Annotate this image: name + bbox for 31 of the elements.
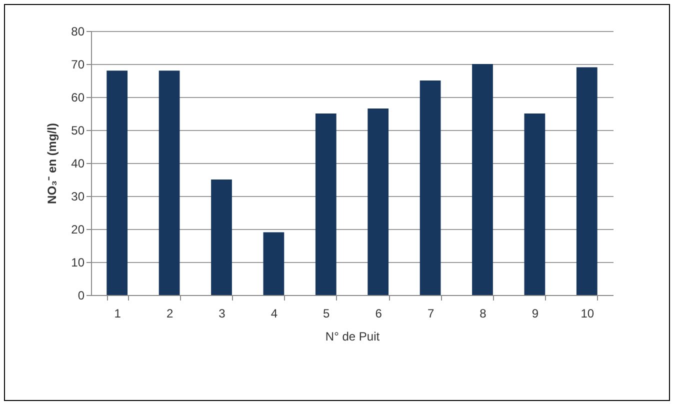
x-axis-title: N° de Puit [325, 330, 380, 344]
y-tick-label: 0 [78, 288, 85, 302]
y-tick-label: 70 [71, 58, 85, 72]
bar [263, 232, 284, 295]
bar [158, 70, 180, 295]
y-tick-label: 60 [71, 90, 85, 104]
x-tick-label: 8 [480, 306, 487, 320]
bar [420, 80, 441, 295]
x-tick-label: 5 [323, 306, 330, 320]
x-tick-label: 1 [114, 306, 122, 320]
x-tick-label: 4 [270, 306, 278, 320]
y-tick-label: 50 [71, 124, 85, 138]
x-tick-label: 10 [580, 306, 594, 320]
x-tick-label: 9 [532, 306, 539, 320]
bar [472, 64, 493, 295]
bar [524, 114, 546, 295]
y-tick-label: 10 [71, 256, 85, 270]
x-tick-label: 7 [427, 306, 434, 320]
bar [576, 67, 598, 295]
bar [211, 180, 232, 295]
x-tick-label: 2 [166, 306, 174, 320]
y-tick-label: 20 [71, 222, 85, 236]
x-tick-label: 3 [218, 306, 226, 320]
y-tick-label: 30 [71, 190, 85, 204]
bar [106, 70, 128, 295]
y-axis-title: NO₃⁻ en (mg/l) [45, 123, 60, 204]
y-tick-label: 80 [71, 24, 85, 38]
bar [315, 114, 336, 295]
bar [368, 108, 389, 295]
y-tick-label: 40 [71, 156, 85, 170]
x-tick-label: 6 [375, 306, 382, 320]
